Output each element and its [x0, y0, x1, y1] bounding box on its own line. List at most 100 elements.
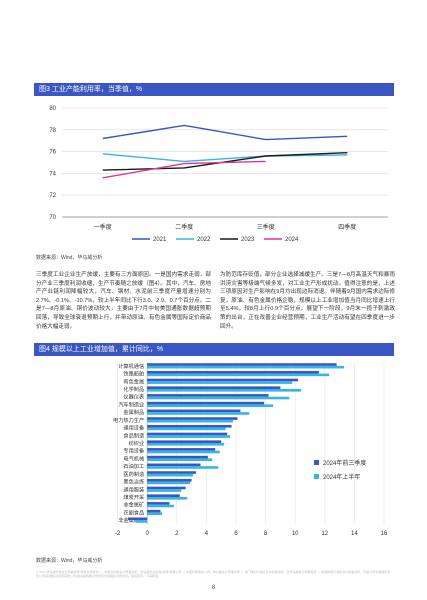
- bar-q1-q3: [147, 386, 281, 389]
- category-label: 农副食品: [123, 508, 144, 516]
- figure4-source: 数据来源：Wind，毕马威分析: [36, 558, 103, 564]
- bar-h1: [147, 512, 162, 516]
- legend-label-2021: 2021: [153, 237, 167, 243]
- x-tick-label: 三季度: [257, 223, 275, 231]
- text-left-column: 三季度工业企业生产放缓，主要有三方面原因。一是国内需求走弱，部分产业三季度利润收…: [36, 272, 211, 330]
- bar-h1: [147, 450, 220, 454]
- bar-q1-q3: [147, 370, 319, 374]
- bar-q1-q3: [147, 502, 170, 505]
- figure4-bar-chart: -2 0 2 4 6 8 10 12 14 16 计算机通信铁路船舶有色金属化学制品仪器仪表汽车制造…: [113, 362, 388, 537]
- bar-q1-q3: [147, 440, 222, 443]
- category-label: 电力热力生产: [113, 416, 144, 424]
- bar-q1-q3: [147, 494, 180, 497]
- category-label: 纺织业: [129, 439, 145, 447]
- bar-h1: [147, 458, 213, 462]
- category-label: 电气机械: [123, 454, 144, 462]
- bar-q1-q3: [147, 463, 201, 467]
- figure4-title: 图4 规模以上工业增加值，累计同比，%: [34, 343, 394, 356]
- bar-h1: [147, 419, 234, 423]
- x-tick-label: 8: [264, 531, 268, 537]
- bar-h1: [147, 435, 231, 438]
- category-label: 金属制品: [123, 408, 144, 416]
- bar-q1-q3: [147, 417, 238, 420]
- x-tick-label: 四季度: [338, 223, 356, 231]
- bar-q1-q3: [147, 378, 299, 382]
- category-label: 汽车制造业: [118, 400, 144, 408]
- bar-q1-q3: [147, 448, 216, 451]
- bar-h1: [147, 427, 226, 431]
- bar-h1: [147, 473, 194, 477]
- category-label: 食品制造: [123, 431, 145, 439]
- bar-h1: [135, 520, 148, 523]
- legend-label: 2024年上半年: [323, 473, 360, 481]
- bar-q1-q3: [147, 455, 208, 459]
- bar-h1: [147, 404, 273, 408]
- bar-q1-q3: [147, 509, 161, 513]
- category-label: 非金属矿: [123, 501, 144, 509]
- series-line-2022: [102, 153, 348, 163]
- x-tick-label: 一季度: [94, 223, 112, 231]
- figure3-source: 数据来源：Wind，毕马威分析: [36, 255, 103, 261]
- x-tick-label: 10: [292, 531, 299, 537]
- y-tick-label: 70: [49, 215, 56, 221]
- text-right-column: 为防范库存贬值，部分企业选择减缓生产。三是7—8月高温天气和暴雨洪涝灾害等极端气…: [220, 272, 395, 330]
- y-tick-label: 76: [49, 150, 56, 156]
- series-line-2024: [102, 160, 266, 179]
- category-label: 黑色冶炼: [123, 478, 144, 486]
- legend-label-2024: 2024: [285, 237, 299, 243]
- bar-q1-q3: [147, 363, 337, 366]
- legend-label: 2024年前三季度: [323, 459, 366, 467]
- figure3-line-chart: 70 72 74 76 78 80 一季度 二季度 三季度 四季度 2021 2022 2023 2024: [49, 106, 388, 243]
- bar-q1-q3: [147, 394, 269, 397]
- category-label: 仪器仪表: [123, 393, 145, 401]
- series-line-2021: [102, 124, 348, 141]
- bar-q1-q3: [147, 478, 192, 482]
- x-tick-label: 16: [381, 531, 388, 537]
- bar-h1: [147, 412, 250, 415]
- category-label: 通用设备: [123, 424, 145, 432]
- category-label: 煤炭开采: [123, 493, 144, 501]
- bar-h1: [147, 481, 191, 485]
- bar-q1-q3: [147, 486, 186, 490]
- bar-h1: [147, 466, 219, 469]
- category-label: 铁路船舶: [123, 370, 144, 378]
- y-tick-label: 74: [49, 171, 56, 177]
- category-label: 有色金属: [123, 377, 144, 385]
- x-tick-label: 2: [175, 531, 179, 537]
- bar-h1: [147, 373, 330, 377]
- category-label: 医药制造: [123, 470, 145, 478]
- x-tick-label: 14: [351, 531, 358, 537]
- category-label: 专用设备: [123, 447, 145, 455]
- bar-q1-q3: [147, 424, 232, 428]
- category-label: 通用服装: [123, 485, 144, 493]
- bar-h1: [147, 489, 182, 492]
- legend-label-2023: 2023: [241, 237, 255, 243]
- x-tick-label: 二季度: [175, 223, 193, 231]
- bar-q1-q3: [147, 471, 197, 474]
- footer-disclaimer: © 2024 毕马威华振会计师事务所(特殊普通合伙) — 中国合伙制会计师事务所…: [36, 570, 391, 578]
- bar-q1-q3: [147, 401, 265, 405]
- bar-h1: [147, 497, 188, 500]
- x-tick-label: 0: [146, 531, 150, 537]
- legend-label-2022: 2022: [197, 237, 211, 243]
- bar-q1-q3: [147, 409, 241, 413]
- bar-h1: [147, 389, 302, 392]
- bar-h1: [147, 365, 345, 369]
- bar-h1: [147, 396, 290, 400]
- bar-h1: [147, 504, 174, 508]
- figure3-title: 图3 工业产能利用率，当季值，%: [34, 83, 394, 96]
- x-tick-label: 12: [321, 531, 328, 537]
- bar-h1: [147, 443, 225, 446]
- bar-q1-q3: [127, 517, 148, 521]
- category-label: 化学制品: [123, 385, 144, 393]
- x-tick-label: -2: [115, 531, 121, 537]
- y-tick-label: 80: [49, 106, 56, 112]
- y-tick-label: 72: [49, 193, 56, 199]
- page-number: 8: [211, 585, 216, 591]
- legend-swatch: [314, 460, 319, 465]
- category-label: 石油加工: [123, 462, 144, 470]
- category-label: 计算机通信: [118, 362, 144, 370]
- y-tick-label: 78: [49, 128, 56, 134]
- bar-h1: [147, 381, 293, 384]
- legend-swatch: [314, 474, 319, 479]
